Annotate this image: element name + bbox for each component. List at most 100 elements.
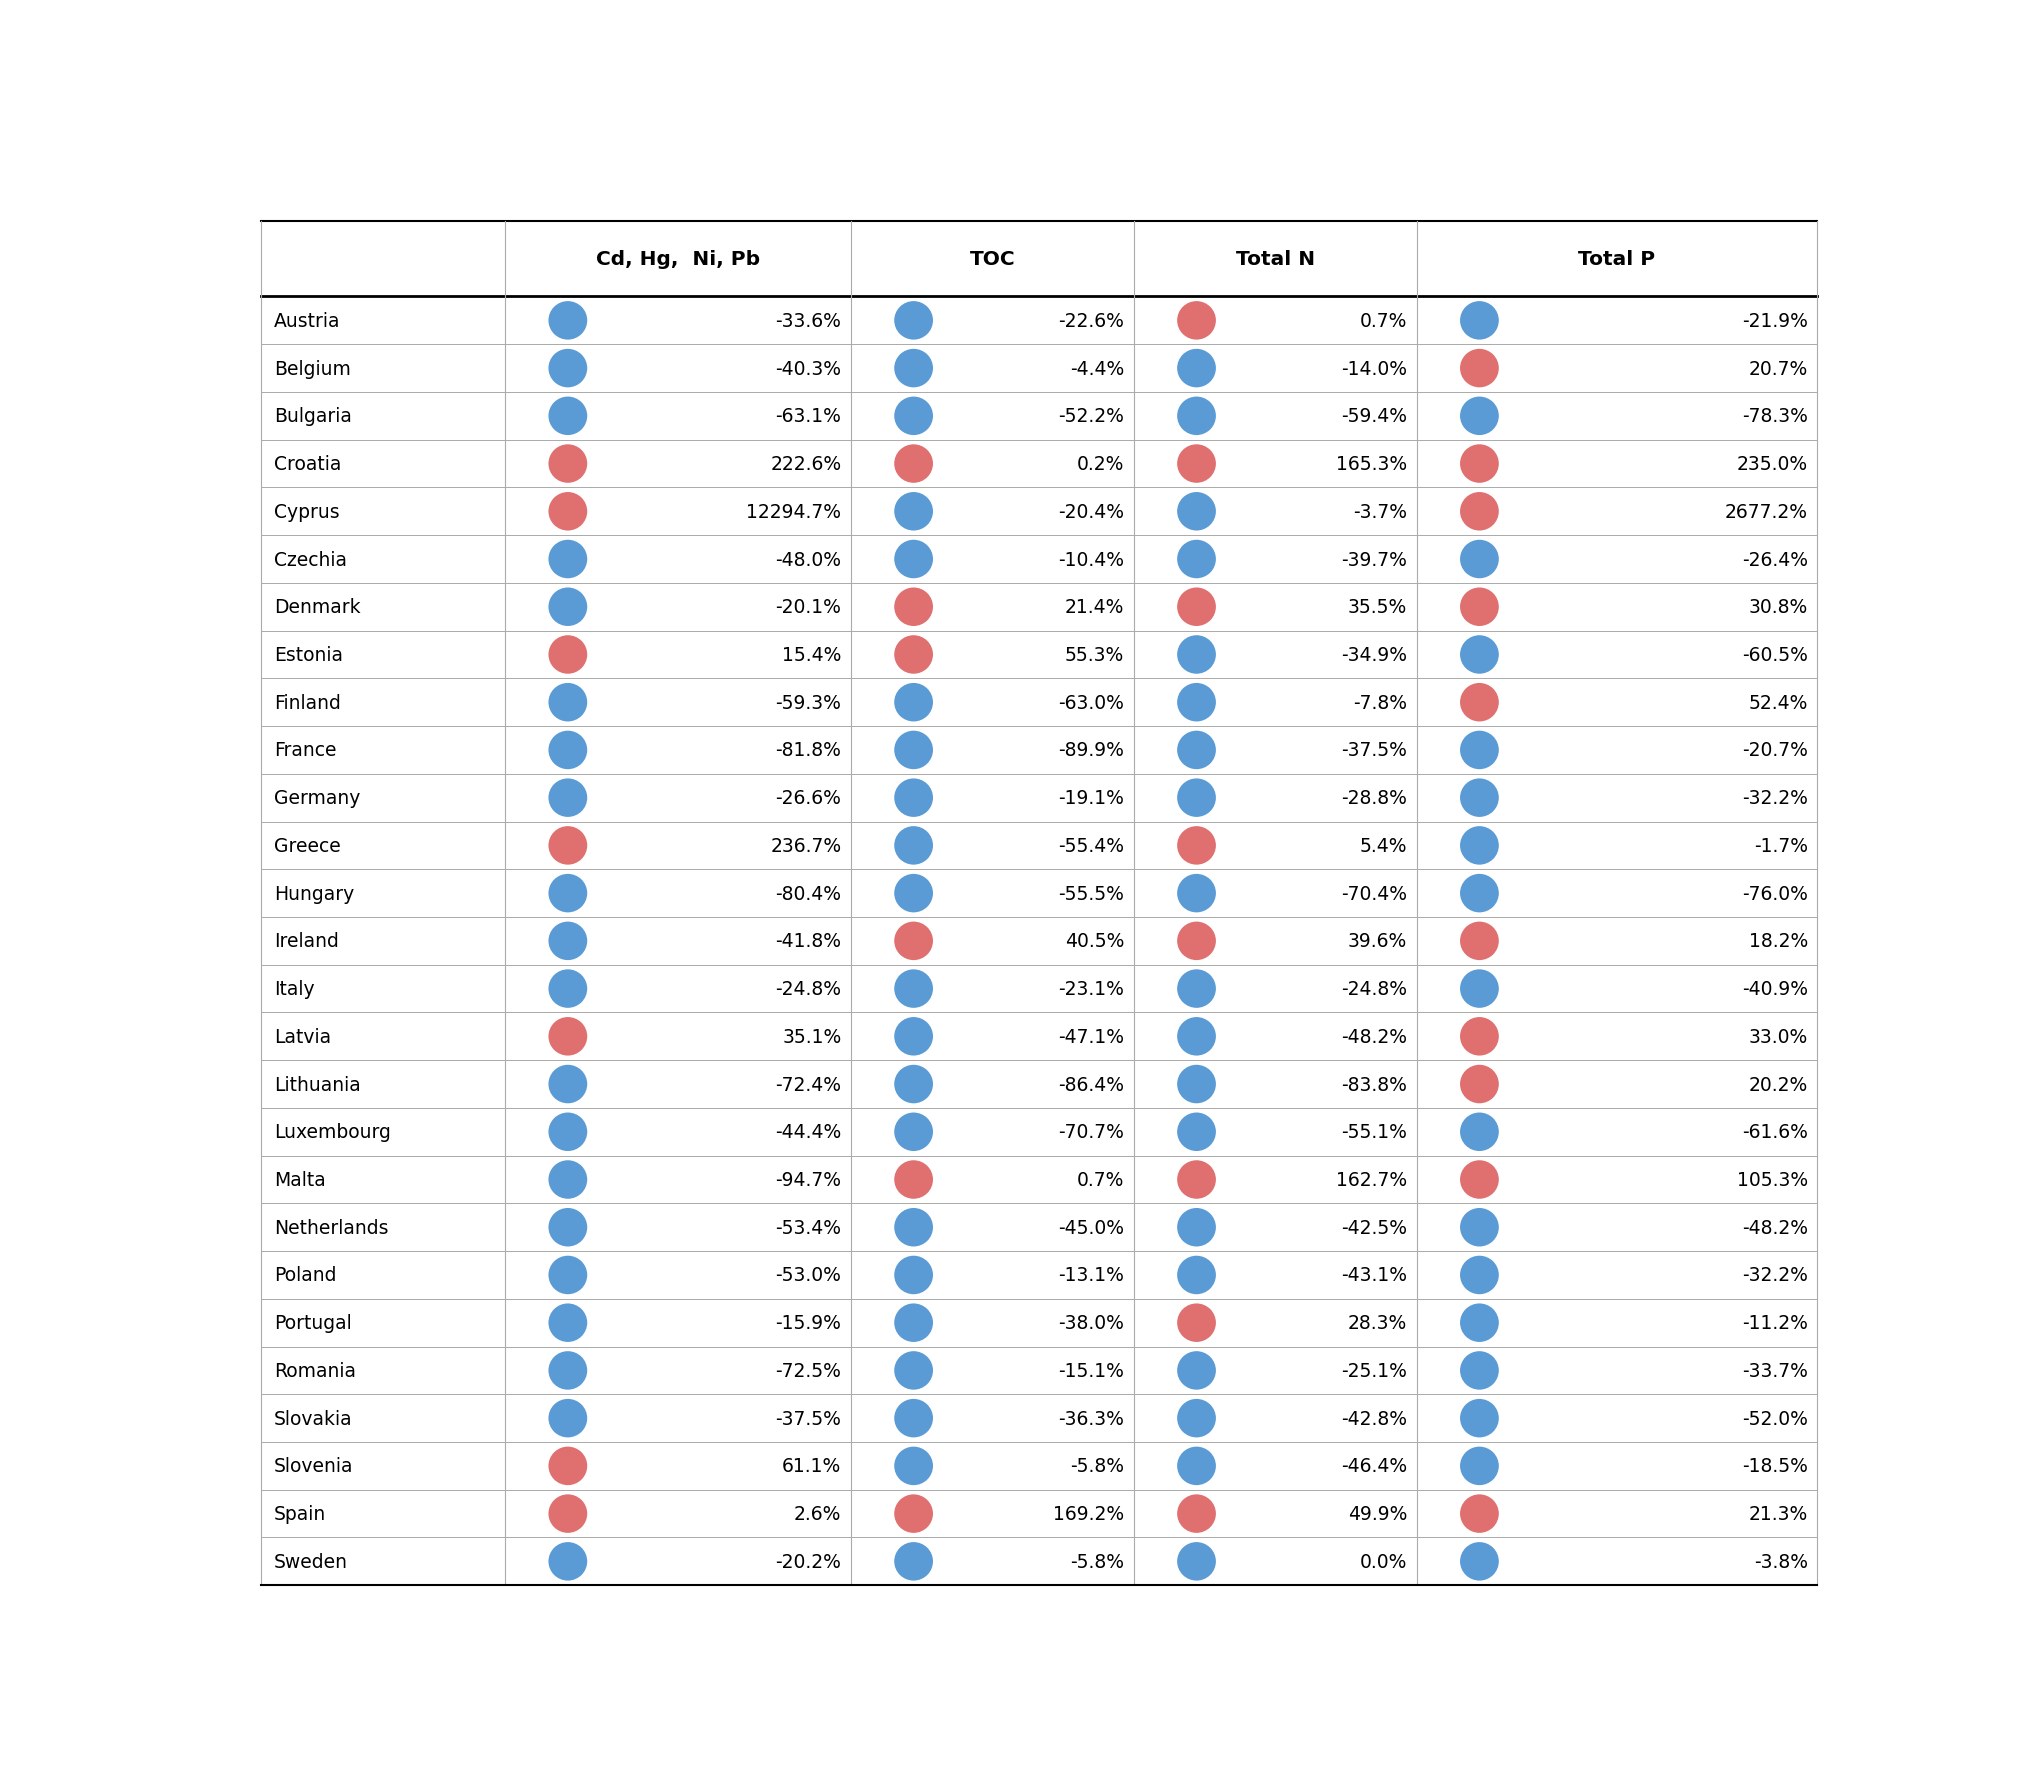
Ellipse shape [548,1446,588,1487]
Text: -55.4%: -55.4% [1059,837,1124,855]
Ellipse shape [548,1302,588,1344]
Ellipse shape [1458,635,1501,676]
Text: -19.1%: -19.1% [1059,789,1124,807]
Text: Cyprus: Cyprus [274,503,339,521]
Ellipse shape [1458,492,1501,533]
Ellipse shape [548,587,588,628]
Ellipse shape [1458,1397,1501,1438]
Text: Latvia: Latvia [274,1027,331,1047]
Text: -33.7%: -33.7% [1742,1361,1807,1379]
Ellipse shape [892,873,935,914]
Ellipse shape [892,635,935,676]
Ellipse shape [1458,1208,1501,1249]
Text: Slovenia: Slovenia [274,1456,353,1476]
Ellipse shape [548,1016,588,1057]
Text: -15.9%: -15.9% [775,1313,842,1333]
Text: -7.8%: -7.8% [1353,694,1407,712]
Text: -5.8%: -5.8% [1071,1456,1124,1476]
Text: 0.7%: 0.7% [1359,311,1407,331]
Text: -24.8%: -24.8% [1341,980,1407,998]
Ellipse shape [548,635,588,676]
Text: -43.1%: -43.1% [1341,1267,1407,1285]
Text: Finland: Finland [274,694,341,712]
Ellipse shape [1176,683,1217,723]
Ellipse shape [1176,1397,1217,1438]
Ellipse shape [548,1540,588,1581]
Text: -80.4%: -80.4% [775,884,842,903]
Ellipse shape [1458,1064,1501,1106]
Text: Sweden: Sweden [274,1553,349,1571]
Text: -26.4%: -26.4% [1742,551,1807,569]
Ellipse shape [892,1208,935,1249]
Ellipse shape [892,921,935,962]
Text: 18.2%: 18.2% [1748,932,1807,950]
Ellipse shape [1458,1494,1501,1533]
Text: -21.9%: -21.9% [1742,311,1807,331]
Text: -53.0%: -53.0% [775,1267,842,1285]
Text: Hungary: Hungary [274,884,355,903]
Text: Netherlands: Netherlands [274,1218,389,1236]
Text: Poland: Poland [274,1267,337,1285]
Text: Total N: Total N [1235,250,1314,268]
Ellipse shape [1458,873,1501,914]
Ellipse shape [548,1397,588,1438]
Text: 5.4%: 5.4% [1359,837,1407,855]
Ellipse shape [548,778,588,819]
Ellipse shape [892,1540,935,1581]
Text: -39.7%: -39.7% [1341,551,1407,569]
Ellipse shape [1176,921,1217,962]
Text: -42.5%: -42.5% [1341,1218,1407,1236]
Text: Belgium: Belgium [274,360,351,379]
Text: -32.2%: -32.2% [1742,1267,1807,1285]
Ellipse shape [892,968,935,1009]
Text: -28.8%: -28.8% [1341,789,1407,807]
Text: -40.3%: -40.3% [775,360,842,379]
Text: -24.8%: -24.8% [775,980,842,998]
Text: Germany: Germany [274,789,361,807]
Ellipse shape [548,1351,588,1390]
Ellipse shape [1176,1302,1217,1344]
Text: -76.0%: -76.0% [1742,884,1807,903]
Ellipse shape [1458,1540,1501,1581]
Text: -63.0%: -63.0% [1059,694,1124,712]
Ellipse shape [892,1351,935,1390]
Text: -48.2%: -48.2% [1341,1027,1407,1047]
Ellipse shape [1176,1064,1217,1106]
Text: Malta: Malta [274,1170,327,1190]
Ellipse shape [1176,827,1217,866]
Text: -37.5%: -37.5% [1341,741,1407,760]
Ellipse shape [1458,301,1501,342]
Ellipse shape [1176,1159,1217,1200]
Ellipse shape [892,301,935,342]
Text: Italy: Italy [274,980,314,998]
Text: -20.2%: -20.2% [775,1553,842,1571]
Ellipse shape [1176,635,1217,676]
Text: -41.8%: -41.8% [775,932,842,950]
Ellipse shape [892,778,935,819]
Ellipse shape [548,492,588,533]
Text: -26.6%: -26.6% [775,789,842,807]
Text: -59.3%: -59.3% [775,694,842,712]
Ellipse shape [548,827,588,866]
Text: 35.1%: 35.1% [783,1027,842,1047]
Ellipse shape [548,444,588,485]
Text: -46.4%: -46.4% [1341,1456,1407,1476]
Text: -38.0%: -38.0% [1059,1313,1124,1333]
Text: Spain: Spain [274,1505,327,1522]
Text: -83.8%: -83.8% [1341,1075,1407,1093]
Ellipse shape [1458,827,1501,866]
Text: 222.6%: 222.6% [771,454,842,474]
Text: -89.9%: -89.9% [1059,741,1124,760]
Ellipse shape [1176,778,1217,819]
Text: -59.4%: -59.4% [1341,408,1407,426]
Ellipse shape [892,587,935,628]
Text: -47.1%: -47.1% [1059,1027,1124,1047]
Text: 2677.2%: 2677.2% [1726,503,1807,521]
Ellipse shape [1458,1446,1501,1487]
Ellipse shape [1458,921,1501,962]
Text: 33.0%: 33.0% [1748,1027,1807,1047]
Ellipse shape [1176,1111,1217,1152]
Text: -3.8%: -3.8% [1754,1553,1807,1571]
Ellipse shape [1458,683,1501,723]
Ellipse shape [548,873,588,914]
